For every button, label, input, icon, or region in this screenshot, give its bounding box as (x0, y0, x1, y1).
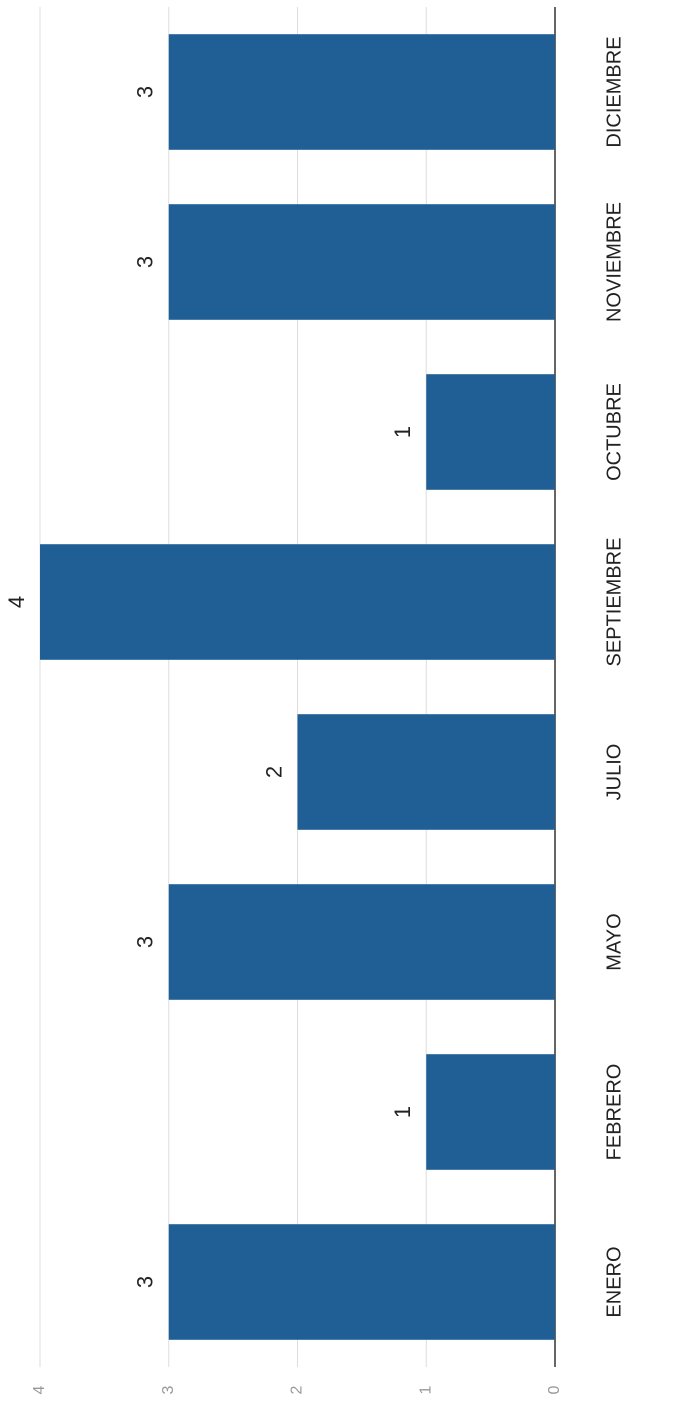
x-tick-label: ENERO (603, 1246, 625, 1317)
y-tick-label: 0 (546, 1385, 563, 1394)
bar (168, 34, 555, 150)
bar (426, 374, 555, 490)
y-tick-label: 2 (289, 1385, 306, 1394)
bar (40, 544, 555, 660)
y-tick-label: 3 (160, 1385, 177, 1394)
x-tick-label: NOVIEMBRE (603, 202, 625, 322)
rotated-plot: 0 1 2 3 4 ENERO 3 FEBRERO 1 MAYO 3 JULIO 2 SEPTIEMBRE… (4, 7, 625, 1394)
bar (168, 884, 555, 1000)
bar (426, 1054, 555, 1170)
x-tick-label: OCTUBRE (603, 383, 625, 481)
data-label: 1 (390, 1106, 415, 1118)
data-label: 3 (133, 936, 158, 948)
bar (168, 1224, 555, 1340)
x-tick-label: JULIO (603, 744, 625, 801)
y-tick-label: 4 (31, 1385, 48, 1394)
data-label: 3 (133, 256, 158, 268)
data-label: 4 (4, 596, 29, 608)
y-tick-label: 1 (417, 1385, 434, 1394)
x-tick-label: MAYO (603, 913, 625, 970)
data-label: 1 (390, 426, 415, 438)
bar (297, 714, 555, 830)
data-label: 3 (133, 1276, 158, 1288)
bar (168, 204, 555, 320)
x-tick-label: SEPTIEMBRE (603, 538, 625, 667)
data-label: 2 (261, 766, 286, 778)
data-label: 3 (133, 86, 158, 98)
x-tick-label: FEBRERO (603, 1064, 625, 1161)
x-tick-label: DICIEMBRE (603, 36, 625, 147)
